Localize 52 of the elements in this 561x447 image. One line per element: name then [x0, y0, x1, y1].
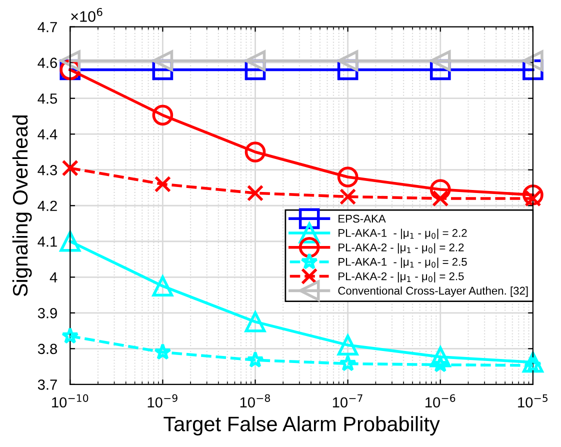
text: ×10$^{6}$: [71, 8, 102, 22]
point: [522, 352, 544, 373]
y-axis-title: Signaling Overhead: [12, 115, 32, 296]
legend-label: EPS-AKA: [338, 214, 386, 223]
y-tick-label: 4: [50, 272, 58, 282]
y-tick-label: 4.5: [38, 94, 58, 104]
point: [522, 50, 544, 72]
point: [339, 354, 356, 372]
point: [432, 190, 449, 207]
x-tick-label: 10$^{−7}$: [332, 394, 362, 408]
point: [244, 50, 266, 72]
point: [61, 327, 79, 344]
y-tick-label: 3.9: [38, 308, 57, 318]
y-tick-label: 4.6: [38, 58, 57, 68]
point: [60, 230, 81, 252]
point: [244, 142, 266, 162]
point: [60, 50, 81, 72]
x-axis-title: Target False Alarm Probability: [164, 416, 440, 436]
point: [244, 311, 266, 332]
point: [152, 276, 174, 296]
point: [522, 184, 544, 206]
point: [62, 160, 78, 176]
y-tick-label: 4.1: [38, 236, 57, 247]
legend-label: PL-AKA-2 - |μ$_{1}$ - μ$_{0}$| = 2.5: [338, 272, 464, 282]
point: [152, 50, 174, 72]
point: [337, 334, 358, 356]
y-tick-label: 4.3: [38, 164, 57, 176]
point: [152, 104, 174, 126]
x-tick-label: 10$^{−9}$: [148, 394, 178, 408]
point: [337, 166, 358, 188]
point: [154, 176, 172, 192]
legend-label: PL-AKA-1 - |μ$_{1}$ - μ$_{0}$| = 2.5: [338, 258, 467, 268]
legend-label: Conventional Cross-Layer Authen. [32]: [338, 286, 528, 297]
x-tick-label: 10$^{−10}$: [52, 394, 88, 408]
x-tick-label: 10$^{−8}$: [240, 394, 270, 408]
y-tick-label: 4.2: [38, 200, 57, 211]
point: [430, 346, 451, 368]
legend-label: PL-AKA-2 - |μ$_{1}$ - μ$_{0}$| = 2.2: [338, 243, 464, 254]
point: [246, 184, 264, 202]
point: [337, 50, 358, 72]
y-tick-label: 4.4: [38, 129, 58, 140]
point: [430, 50, 451, 72]
y-tick-label: 3.8: [38, 344, 57, 354]
point: [246, 351, 264, 368]
point: [339, 188, 356, 206]
y-tick-label: 3.7: [38, 380, 57, 390]
y-tick-label: 4.7: [38, 22, 57, 32]
legend-label: PL-AKA-1 - |μ$_{1}$ - μ$_{0}$| = 2.2: [338, 228, 467, 240]
point: [154, 343, 172, 360]
x-tick-label: 10$^{−6}$: [426, 394, 456, 408]
point: [430, 179, 451, 200]
x-tick-label: 10$^{−5}$: [518, 394, 548, 408]
